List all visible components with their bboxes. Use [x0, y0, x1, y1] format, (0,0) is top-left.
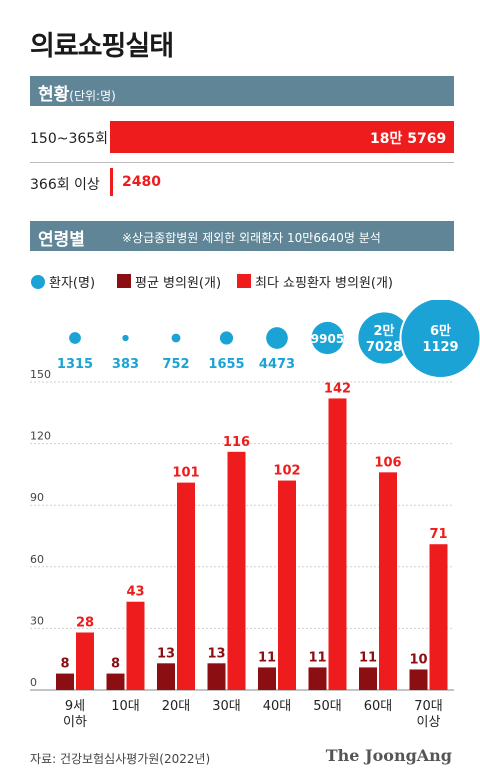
status-row-label-2: 366회 이상: [30, 177, 100, 193]
status-bar-1: [110, 121, 454, 153]
legend-max: 최다 쇼핑환자 병의원(개): [255, 276, 394, 291]
max-value-label: 142: [324, 381, 351, 396]
legend-square-dark-icon: [117, 274, 131, 288]
max-bar: [76, 632, 94, 690]
patient-bubble: [69, 332, 81, 344]
patient-label: 1315: [57, 357, 93, 372]
max-bar: [126, 601, 145, 690]
patient-label: 7028: [366, 340, 402, 355]
status-value-2: 2480: [122, 174, 161, 190]
max-value-label: 116: [223, 435, 250, 450]
y-tick-label: 90: [30, 491, 44, 504]
patient-label: 2만: [373, 323, 394, 339]
max-bar: [429, 544, 448, 690]
age-heading: 연령별: [38, 230, 85, 250]
x-tick-label: 이상: [417, 715, 441, 730]
avg-value-label: 10: [409, 652, 427, 667]
avg-bar: [258, 667, 276, 690]
max-bar: [328, 398, 347, 690]
avg-bar: [207, 663, 226, 690]
status-section-header: 현황(단위:명): [30, 76, 454, 106]
age-section-header: 연령별 ※상급종합병원 제외한 외래환자 10만6640명 분석: [30, 221, 454, 251]
patient-label: 1655: [208, 357, 244, 372]
avg-bar: [157, 663, 175, 690]
patient-label: 6만: [430, 323, 451, 339]
status-divider: [30, 162, 454, 163]
max-value-label: 43: [126, 585, 144, 600]
patient-bubble: [171, 333, 181, 343]
status-heading: 현황(단위:명): [38, 85, 116, 105]
y-tick-label: 0: [30, 676, 37, 689]
max-value-label: 102: [273, 464, 300, 479]
x-tick-label: 10대: [111, 699, 140, 714]
patient-bubble: [219, 331, 234, 345]
max-bar: [278, 480, 296, 690]
y-tick-label: 120: [30, 430, 51, 443]
x-tick-label: 이하: [63, 715, 87, 730]
avg-value-label: 11: [258, 650, 276, 665]
brand-logo: The JoongAng: [325, 746, 452, 765]
legend-square-red-icon: [237, 274, 251, 288]
x-tick-label: 70대: [414, 699, 443, 714]
y-tick-label: 30: [30, 614, 44, 627]
max-bar: [227, 451, 246, 690]
max-value-label: 28: [76, 616, 94, 631]
avg-bar: [56, 673, 74, 690]
avg-bar: [106, 673, 125, 690]
max-value-label: 71: [429, 527, 447, 542]
patient-bubble: [122, 334, 129, 342]
status-value-1: 18만 5769: [370, 131, 447, 147]
age-note: ※상급종합병원 제외한 외래환자 10만6640명 분석: [122, 231, 381, 245]
status-bar-2: [110, 168, 113, 196]
avg-value-label: 8: [111, 657, 120, 672]
y-tick-label: 150: [30, 368, 51, 381]
x-tick-label: 40대: [263, 699, 292, 714]
patient-bubble: [266, 327, 288, 349]
x-tick-label: 60대: [364, 699, 393, 714]
x-tick-label: 20대: [162, 699, 191, 714]
avg-bar: [359, 667, 377, 690]
age-bar-chart: 0 30 60 90 120 150 1315 383 752 1655 4473 9905 2만702…: [30, 300, 480, 730]
max-bar: [379, 472, 397, 690]
patient-label: 9905: [311, 332, 344, 346]
patient-label: 383: [112, 357, 139, 372]
page-title: 의료쇼핑실태: [30, 31, 174, 62]
status-row-label-1: 150~365회: [30, 131, 109, 147]
x-tick-label: 9세: [65, 699, 85, 714]
source-note: 자료: 건강보험심사평가원(2022년): [30, 752, 211, 766]
avg-value-label: 8: [60, 657, 69, 672]
max-value-label: 106: [374, 455, 401, 470]
avg-bar: [308, 667, 327, 690]
patient-bubble: [311, 321, 344, 355]
patient-label: 1129: [422, 340, 458, 355]
y-tick-label: 60: [30, 553, 44, 566]
avg-value-label: 11: [359, 650, 377, 665]
x-tick-label: 30대: [212, 699, 241, 714]
avg-value-label: 11: [308, 650, 326, 665]
max-value-label: 101: [172, 466, 199, 481]
legend-circle-icon: [31, 275, 45, 289]
patient-label: 4473: [259, 357, 295, 372]
legend-avg: 평균 병의원(개): [135, 276, 222, 291]
avg-value-label: 13: [207, 646, 225, 661]
x-tick-label: 50대: [313, 699, 342, 714]
max-bar: [177, 482, 195, 690]
patient-bubble: [399, 300, 480, 379]
avg-bar: [409, 669, 428, 690]
avg-value-label: 13: [157, 646, 175, 661]
patient-label: 752: [162, 357, 189, 372]
legend-patients: 환자(명): [49, 276, 96, 291]
